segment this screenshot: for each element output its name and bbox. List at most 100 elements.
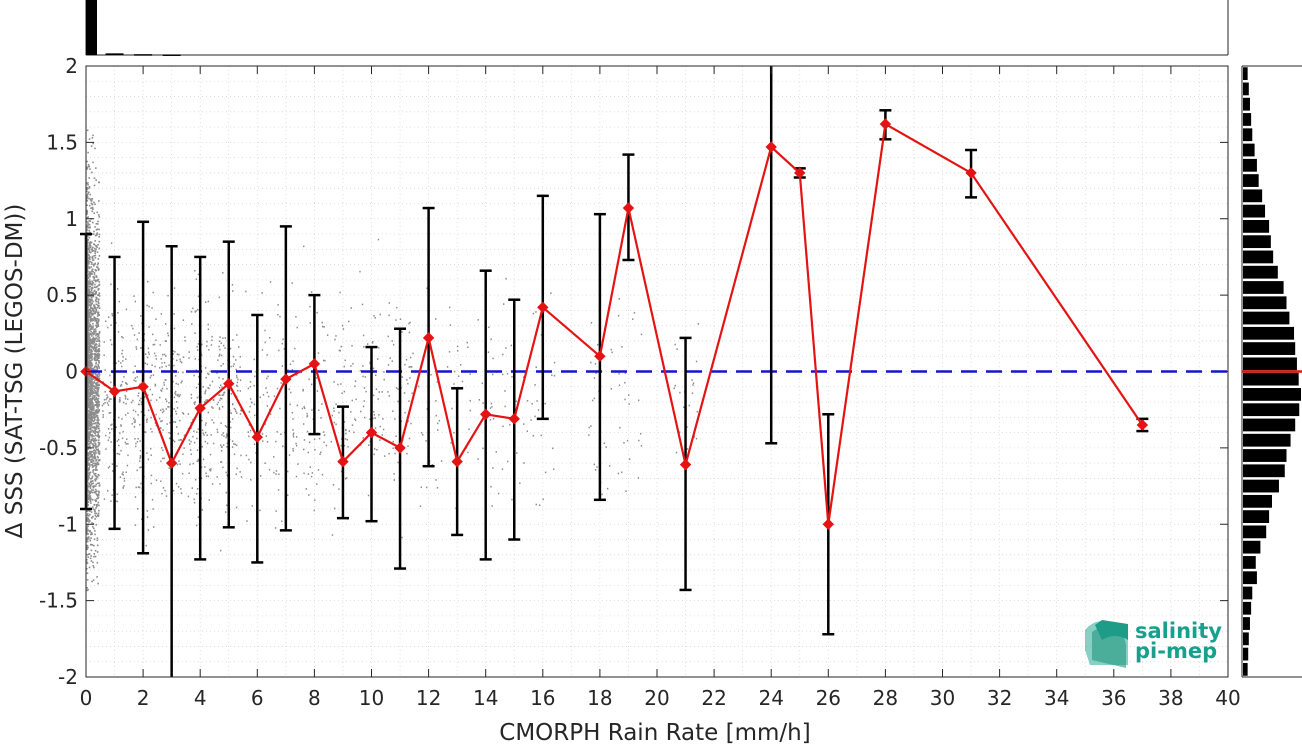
scatter-point <box>91 355 94 358</box>
x-tick-label: 28 <box>873 686 898 710</box>
scatter-point <box>94 293 97 296</box>
scatter-point <box>206 442 209 445</box>
scatter-point <box>90 345 92 347</box>
scatter-point <box>87 556 89 558</box>
scatter-point <box>352 362 354 365</box>
scatter-point <box>96 419 99 421</box>
scatter-point <box>323 431 325 433</box>
scatter-point <box>236 334 238 336</box>
scatter-point <box>86 182 88 185</box>
scatter-point <box>86 544 88 547</box>
scatter-point <box>388 302 391 304</box>
scatter-point <box>137 486 140 488</box>
scatter-point <box>88 177 91 179</box>
scatter-point <box>501 468 504 470</box>
scatter-point <box>153 343 156 346</box>
scatter-point <box>437 429 439 431</box>
scatter-point <box>89 291 91 293</box>
scatter-point <box>617 472 620 475</box>
scatter-point <box>321 321 323 324</box>
scatter-point <box>310 475 313 478</box>
mean-point <box>822 518 835 530</box>
scatter-point <box>98 340 101 343</box>
scatter-point <box>93 332 96 334</box>
scatter-point <box>94 252 96 255</box>
scatter-point <box>87 321 90 324</box>
scatter-point <box>86 356 89 358</box>
scatter-point <box>177 383 179 386</box>
scatter-point <box>216 428 218 431</box>
scatter-point <box>90 412 93 414</box>
scatter-point <box>225 436 227 439</box>
scatter-point <box>90 421 92 423</box>
scatter-point <box>235 384 238 387</box>
scatter-point <box>88 413 91 416</box>
scatter-point <box>139 399 141 402</box>
scatter-point <box>382 428 385 431</box>
scatter-point <box>96 232 99 234</box>
scatter-point <box>93 491 96 494</box>
scatter-point <box>551 447 554 450</box>
scatter-point <box>96 505 98 508</box>
scatter-point <box>377 398 379 400</box>
scatter-point <box>98 287 100 290</box>
scatter-point <box>97 302 100 304</box>
scatter-point <box>122 471 124 474</box>
scatter-point <box>91 483 93 485</box>
scatter-point <box>120 424 122 426</box>
scatter-point <box>197 516 200 518</box>
scatter-point <box>86 531 88 534</box>
scatter-point <box>178 460 180 462</box>
scatter-point <box>211 380 214 383</box>
scatter-point <box>94 453 96 456</box>
scatter-point <box>93 504 96 506</box>
scatter-point <box>388 452 390 455</box>
scatter-point <box>90 366 92 369</box>
scatter-point <box>395 435 397 438</box>
scatter-point <box>95 426 97 429</box>
scatter-point <box>93 555 95 558</box>
scatter-point <box>197 428 200 431</box>
mean-point <box>594 350 606 362</box>
scatter-point <box>610 388 613 390</box>
scatter-point <box>93 538 96 541</box>
scatter-point <box>86 501 89 504</box>
scatter-point <box>165 355 167 357</box>
scatter-point <box>399 318 402 321</box>
scatter-point <box>90 326 93 329</box>
scatter-point <box>95 292 97 294</box>
scatter-point <box>216 403 219 406</box>
scatter-point <box>331 414 334 417</box>
scatter-point <box>102 414 104 416</box>
scatter-point <box>218 355 220 357</box>
scatter-point <box>319 453 321 456</box>
scatter-point <box>449 324 452 326</box>
scatter-point <box>97 350 99 352</box>
scatter-point <box>606 487 609 490</box>
scatter-point <box>161 457 164 460</box>
scatter-point <box>91 434 94 437</box>
scatter-point <box>364 376 367 378</box>
scatter-point <box>89 456 92 458</box>
scatter-point <box>94 464 97 467</box>
scatter-point <box>88 304 90 307</box>
scatter-point <box>95 354 97 357</box>
scatter-point <box>511 498 513 501</box>
scatter-point <box>95 467 97 469</box>
scatter-point <box>279 407 281 410</box>
scatter-point <box>92 142 95 145</box>
logo-line1: salinity <box>1135 619 1222 643</box>
scatter-point <box>96 469 98 471</box>
scatter-point <box>435 414 437 417</box>
scatter-point <box>97 223 99 225</box>
right-hist-bar <box>1243 342 1296 355</box>
scatter-point <box>696 410 698 413</box>
scatter-point <box>218 407 221 409</box>
scatter-point <box>133 334 136 336</box>
scatter-point <box>93 407 95 410</box>
mean-point <box>337 455 349 468</box>
scatter-point <box>120 425 122 427</box>
scatter-point <box>97 512 100 515</box>
scatter-point <box>93 509 96 512</box>
scatter-point <box>222 432 225 434</box>
